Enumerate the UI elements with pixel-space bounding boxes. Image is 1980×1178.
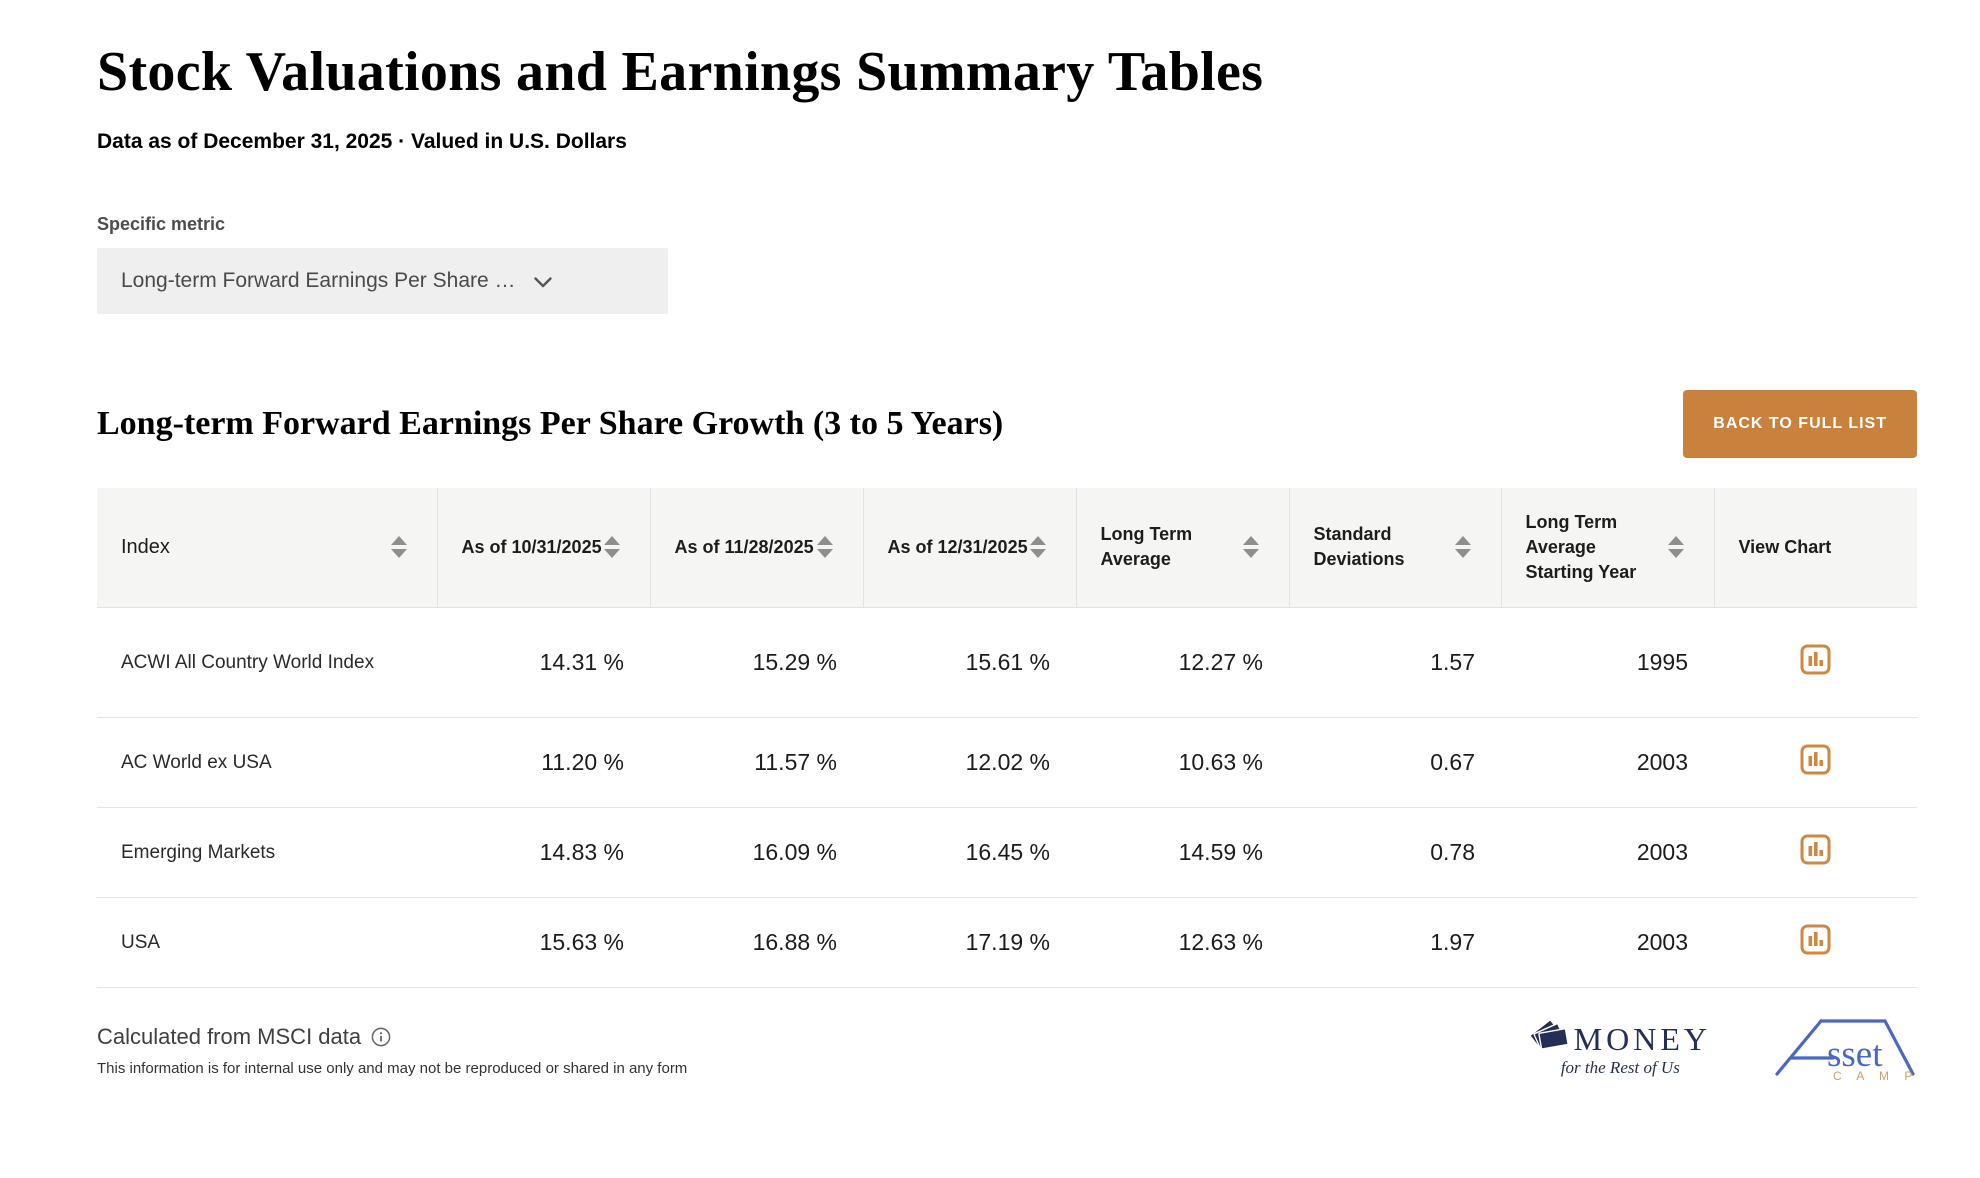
money-logo-tagline: for the Rest of Us [1560,1058,1680,1078]
value-cell: 0.78 [1289,807,1501,899]
value-cell: 11.20 % [437,717,650,809]
value-cell: 12.63 % [1076,897,1289,989]
money-logo-wordmark: MONEY [1573,1021,1711,1058]
metric-selector-label: Specific metric [97,213,226,234]
column-header-asof-2[interactable]: As of 11/28/2025 [650,487,864,609]
info-icon[interactable] [371,1027,391,1047]
value-cell: 12.27 % [1076,607,1289,719]
page-subtitle: Data as of December 31, 2025 · Valued in… [97,129,627,153]
column-header-long-term-average[interactable]: Long Term Average [1076,487,1290,609]
value-cell: 15.61 % [863,607,1076,719]
value-cell: 12.02 % [863,717,1076,809]
value-cell: 10.63 % [1076,717,1289,809]
table-row: AC World ex USA 11.20 % 11.57 % 12.02 % … [97,717,1917,809]
value-cell: 1.97 [1289,897,1501,989]
value-cell: 11.57 % [650,717,863,809]
chevron-down-icon [533,270,552,294]
value-cell: 2003 [1501,717,1714,809]
index-name-cell: AC World ex USA [97,717,437,809]
table-row: Emerging Markets 14.83 % 16.09 % 16.45 %… [97,807,1917,899]
money-for-the-rest-of-us-logo: MONEY for the Rest of Us [1529,1014,1711,1078]
value-cell: 17.19 % [863,897,1076,989]
sort-icon[interactable] [603,536,620,559]
footer: Calculated from MSCI data This informati… [97,1019,1917,1084]
table-header-row: Index As of 10/31/2025 As of 11/28/2025 [97,487,1917,609]
page-title: Stock Valuations and Earnings Summary Ta… [97,41,1264,103]
value-cell: 14.59 % [1076,807,1289,899]
sort-icon[interactable] [1454,536,1471,559]
sort-icon[interactable] [390,536,407,559]
metrics-table: Index As of 10/31/2025 As of 11/28/2025 [97,487,1917,989]
column-header-index[interactable]: Index [97,487,438,609]
value-cell: 16.88 % [650,897,863,989]
value-cell: 1.57 [1289,607,1501,719]
asset-camp-word: C A M P [1833,1069,1917,1083]
page: Stock Valuations and Earnings Summary Ta… [97,41,1917,1084]
column-header-standard-deviations[interactable]: Standard Deviations [1289,487,1502,609]
footer-notes: Calculated from MSCI data This informati… [97,1024,687,1077]
metric-select-dropdown[interactable]: Long-term Forward Earnings Per Share … [97,247,668,314]
view-chart-icon[interactable] [1800,924,1831,955]
index-name-cell: ACWI All Country World Index [97,607,437,719]
money-bills-icon [1529,1014,1572,1058]
value-cell: 14.83 % [437,807,650,899]
index-name-cell: USA [97,897,437,989]
sort-icon[interactable] [1242,536,1259,559]
value-cell: 15.29 % [650,607,863,719]
asset-logo-word: sset [1827,1034,1883,1075]
source-note: Calculated from MSCI data [97,1024,362,1050]
sort-icon[interactable] [1667,536,1684,559]
value-cell: 1995 [1501,607,1714,719]
value-cell: 2003 [1501,807,1714,899]
table-row: ACWI All Country World Index 14.31 % 15.… [97,607,1917,719]
sort-icon[interactable] [1029,536,1046,559]
table-row: USA 15.63 % 16.88 % 17.19 % 12.63 % 1.97… [97,897,1917,989]
value-cell: 16.45 % [863,807,1076,899]
section-header-row: Long-term Forward Earnings Per Share Gro… [97,389,1917,458]
value-cell: 14.31 % [437,607,650,719]
column-header-asof-1[interactable]: As of 10/31/2025 [437,487,651,609]
column-header-view-chart: View Chart [1714,487,1917,609]
index-name-cell: Emerging Markets [97,807,437,899]
back-to-full-list-button[interactable]: BACK TO FULL LIST [1683,389,1917,458]
sort-icon[interactable] [816,536,833,559]
asset-camp-logo: sset C A M P [1769,1014,1917,1084]
partner-logos: MONEY for the Rest of Us sset C A M P [1529,1014,1917,1084]
view-chart-icon[interactable] [1800,644,1831,675]
column-header-asof-3[interactable]: As of 12/31/2025 [863,487,1077,609]
value-cell: 15.63 % [437,897,650,989]
section-heading: Long-term Forward Earnings Per Share Gro… [97,404,1004,442]
value-cell: 0.67 [1289,717,1501,809]
view-chart-icon[interactable] [1800,744,1831,775]
metric-selected-value: Long-term Forward Earnings Per Share … [121,268,516,292]
column-header-lta-starting-year[interactable]: Long Term Average Starting Year [1501,487,1715,609]
disclaimer-text: This information is for internal use onl… [97,1060,688,1078]
value-cell: 16.09 % [650,807,863,899]
value-cell: 2003 [1501,897,1714,989]
view-chart-icon[interactable] [1800,834,1831,865]
